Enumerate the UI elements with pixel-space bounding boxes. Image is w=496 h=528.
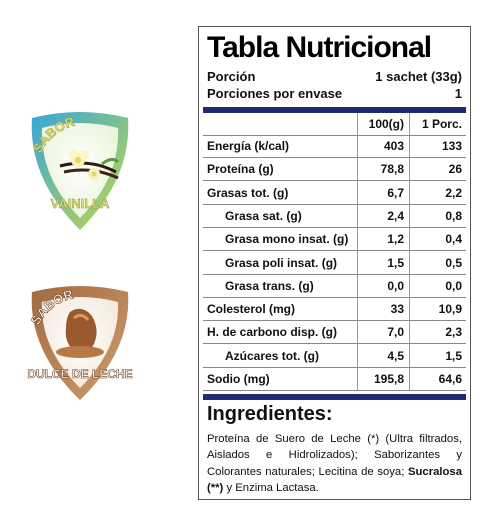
ingredients-sweetener: Sucralosa (**) <box>207 465 462 494</box>
nutrient-name: Sodio (mg) <box>207 372 270 386</box>
nutrient-value-100g: 1,2 <box>387 232 404 247</box>
nutrient-row: Energía (k/cal) 403 133 <box>203 135 466 158</box>
nutrient-value-100g: 195,8 <box>373 372 404 386</box>
nutrient-value-100g: 4,5 <box>387 348 404 363</box>
servings-label: Porciones por envase <box>207 86 343 101</box>
ingredients-text: Proteína de Suero de Leche (*) (Ultra fi… <box>207 431 462 496</box>
nutrient-value-100g: 7,0 <box>387 325 404 340</box>
nutrient-value-portion: 0,5 <box>445 255 462 270</box>
nutrient-value-100g: 403 <box>383 139 404 153</box>
column-divider <box>357 113 358 392</box>
panel-title: Tabla Nutricional <box>207 31 432 64</box>
nutrient-name: Grasa mono insat. (g) <box>225 232 349 247</box>
nutrient-row: Colesterol (mg) 33 10,9 <box>203 298 466 322</box>
nutrient-name: Colesterol (mg) <box>207 302 296 317</box>
column-header-100g: 100(g) <box>368 117 404 131</box>
nutrient-value-portion: 64,6 <box>438 372 462 386</box>
nutrient-name: Proteína (g) <box>207 162 274 177</box>
nutrient-value-portion: 0,0 <box>445 278 462 293</box>
nutrient-name: Grasa trans. (g) <box>225 278 314 293</box>
ingredients-title: Ingredientes: <box>207 403 333 425</box>
nutrient-value-100g: 78,8 <box>380 162 404 177</box>
vanilla-shield-icon: SABOR VAINILLA <box>30 112 129 230</box>
ingredients-main: Proteína de Suero de Leche (*) (Ultra fi… <box>207 433 462 478</box>
nutrient-value-100g: 2,4 <box>387 208 404 223</box>
servings-per-container-row: Porciones por envase 1 <box>207 86 462 102</box>
nutrient-value-portion: 0,4 <box>445 232 462 247</box>
badge-dulce-de-leche: SABOR DULCE DE LECHE <box>20 282 140 404</box>
badge-vainilla: SABOR VAINILLA <box>20 108 140 234</box>
nutrition-panel: Tabla Nutricional Porción 1 sachet (33g)… <box>198 26 471 500</box>
nutrient-value-portion: 2,3 <box>445 325 462 340</box>
nutrient-name: Grasas tot. (g) <box>207 185 289 200</box>
nutrient-row: Grasas tot. (g) 6,7 2,2 <box>203 182 466 205</box>
nutrient-value-100g: 6,7 <box>387 185 404 200</box>
badge-flavor-text: VAINILLA <box>51 196 111 211</box>
nutrient-value-portion: 133 <box>441 139 462 153</box>
serving-size-row: Porción 1 sachet (33g) <box>207 69 462 85</box>
column-header-row: 100(g) 1 Porc. <box>203 113 466 136</box>
nutrient-row: Azúcares tot. (g) 4,5 1,5 <box>203 345 466 368</box>
nutrient-value-100g: 0,0 <box>387 278 404 293</box>
dulce-de-leche-shield-icon: SABOR DULCE DE LECHE <box>27 286 133 400</box>
nutrient-value-portion: 0,8 <box>445 208 462 223</box>
nutrient-row: Grasa trans. (g) 0,0 0,0 <box>203 275 466 298</box>
serving-size-label: Porción <box>207 69 256 84</box>
column-divider <box>409 113 410 392</box>
nutrient-name: Grasa sat. (g) <box>225 208 302 223</box>
nutrient-value-portion: 1,5 <box>445 348 462 363</box>
nutrient-row: Grasa sat. (g) 2,4 0,8 <box>203 205 466 228</box>
ingredients-tail: y Enzima Lactasa. <box>223 481 319 494</box>
nutrient-value-100g: 1,5 <box>387 255 404 270</box>
nutrient-row: Grasa mono insat. (g) 1,2 0,4 <box>203 228 466 252</box>
nutrient-value-portion: 26 <box>448 162 462 177</box>
nutrient-row: Sodio (mg) 195,8 64,6 <box>203 368 466 391</box>
navy-divider <box>203 394 466 400</box>
nutrient-name: Energía (k/cal) <box>207 139 290 153</box>
nutrient-name: H. de carbono disp. (g) <box>207 325 338 340</box>
nutrient-value-portion: 2,2 <box>445 185 462 200</box>
badge-flavor-text: DULCE DE LECHE <box>27 367 132 381</box>
nutrient-row: Proteína (g) 78,8 26 <box>203 158 466 182</box>
nutrient-row: H. de carbono disp. (g) 7,0 2,3 <box>203 321 466 345</box>
column-header-portion: 1 Porc. <box>421 117 462 131</box>
serving-size-value: 1 sachet (33g) <box>375 69 462 84</box>
nutrient-name: Grasa poli insat. (g) <box>225 255 338 270</box>
nutrient-name: Azúcares tot. (g) <box>225 348 320 363</box>
navy-divider <box>203 107 466 113</box>
nutrient-value-100g: 33 <box>390 302 404 317</box>
nutrient-value-portion: 10,9 <box>438 302 462 317</box>
servings-value: 1 <box>454 86 462 101</box>
nutrient-row: Grasa poli insat. (g) 1,5 0,5 <box>203 252 466 275</box>
